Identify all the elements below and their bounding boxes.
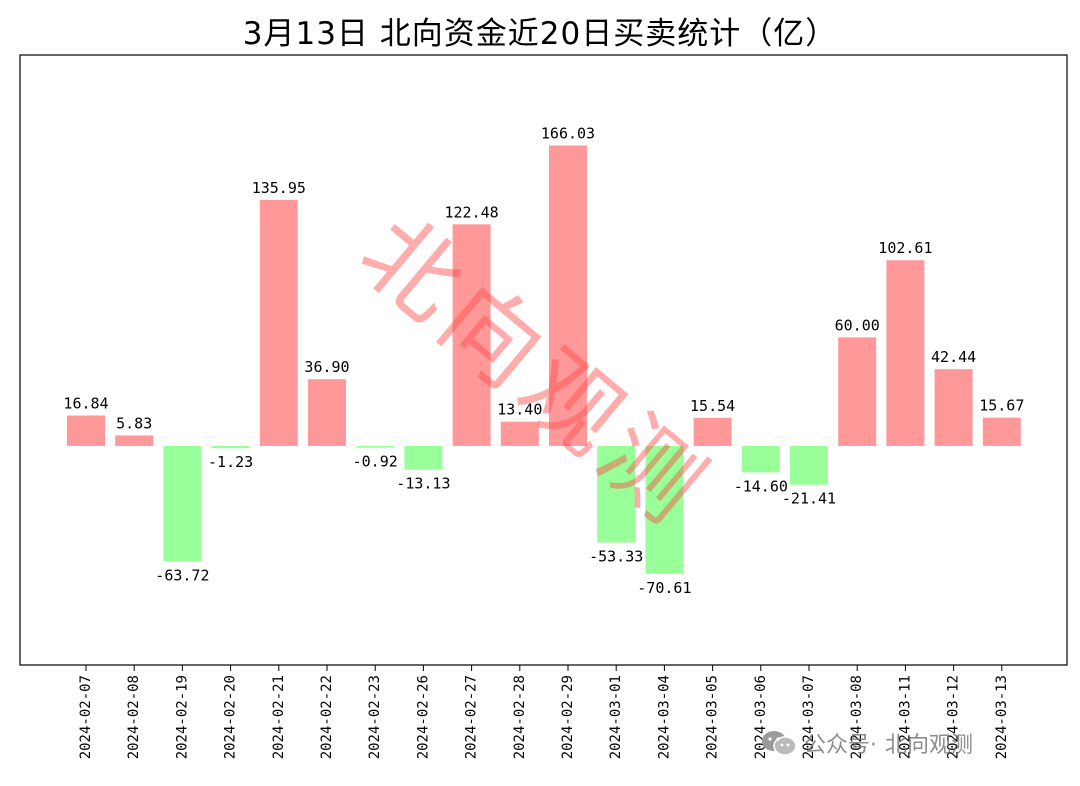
x-tick-label-2024-02-27: 2024-02-27 bbox=[464, 675, 480, 759]
footer-name: 北向观测 bbox=[885, 733, 974, 758]
bar-2024-02-27 bbox=[452, 224, 491, 446]
wechat-icon bbox=[762, 731, 797, 756]
value-label-2024-02-28: 13.40 bbox=[497, 401, 542, 419]
chart-title: 3月13日 北向资金近20日买卖统计（亿） bbox=[242, 16, 838, 52]
x-tick-label-2024-03-08: 2024-03-08 bbox=[849, 675, 865, 759]
value-label-2024-02-27: 122.48 bbox=[445, 203, 499, 221]
bar-2024-03-05 bbox=[693, 417, 732, 446]
x-tick-label-2024-02-22: 2024-02-22 bbox=[319, 675, 335, 759]
value-label-2024-03-01: -53.33 bbox=[589, 548, 643, 566]
bar-2024-02-23 bbox=[356, 445, 395, 448]
plot-frame bbox=[19, 54, 1068, 666]
bar-2024-03-04 bbox=[645, 445, 684, 574]
x-axis-tick-labels: 2024-02-07 2024-02-08 2024-02-19 2024-02-20… bbox=[78, 675, 1010, 759]
x-tick-label-2024-03-07: 2024-03-07 bbox=[801, 675, 817, 759]
x-tick-label-2024-02-29: 2024-02-29 bbox=[560, 675, 576, 759]
x-axis-ticks bbox=[85, 665, 1003, 671]
x-tick-label-2024-02-20: 2024-02-20 bbox=[223, 675, 239, 759]
bar-2024-03-07 bbox=[790, 445, 828, 485]
footer-prefix: 公众号· bbox=[804, 733, 877, 758]
bar-2024-02-21 bbox=[259, 199, 298, 446]
value-label-2024-03-05: 15.54 bbox=[690, 397, 735, 415]
value-labels-layer: 16.84 5.83 -63.72 -1.23 135.95 36.90 -0.92 -13.… bbox=[63, 124, 1024, 596]
value-label-2024-02-26: -13.13 bbox=[396, 475, 450, 493]
bar-2024-02-29 bbox=[549, 145, 587, 446]
bar-2024-02-28 bbox=[500, 421, 539, 446]
value-label-2024-02-08: 5.83 bbox=[116, 414, 152, 432]
bar-2024-02-22 bbox=[308, 379, 346, 446]
bar-2024-02-08 bbox=[115, 435, 154, 446]
value-label-2024-03-12: 42.44 bbox=[931, 348, 976, 366]
bar-2024-02-26 bbox=[404, 445, 443, 470]
value-label-2024-02-19: -63.72 bbox=[155, 566, 209, 584]
x-tick-label-2024-03-04: 2024-03-04 bbox=[656, 675, 672, 759]
bar-2024-03-06 bbox=[741, 445, 780, 473]
x-tick-label-2024-02-07: 2024-02-07 bbox=[78, 675, 94, 759]
bar-2024-03-01 bbox=[597, 445, 636, 543]
value-label-2024-02-21: 135.95 bbox=[252, 179, 306, 197]
value-label-2024-03-11: 102.61 bbox=[878, 239, 932, 257]
x-tick-label-2024-02-21: 2024-02-21 bbox=[271, 675, 287, 759]
bar-2024-02-19 bbox=[163, 445, 202, 562]
x-tick-label-2024-02-23: 2024-02-23 bbox=[367, 675, 383, 759]
x-tick-label-2024-02-19: 2024-02-19 bbox=[174, 675, 190, 759]
bar-2024-03-08 bbox=[838, 337, 877, 446]
value-label-2024-03-08: 60.00 bbox=[835, 316, 880, 334]
x-tick-label-2024-02-28: 2024-02-28 bbox=[512, 675, 528, 759]
x-tick-label-2024-02-08: 2024-02-08 bbox=[126, 675, 142, 759]
x-tick-label-2024-03-12: 2024-03-12 bbox=[946, 675, 962, 759]
bar-2024-02-20 bbox=[211, 445, 250, 449]
bar-2024-03-12 bbox=[934, 369, 973, 446]
value-label-2024-03-07: -21.41 bbox=[782, 490, 836, 508]
value-label-2024-02-07: 16.84 bbox=[63, 394, 108, 412]
value-label-2024-03-04: -70.61 bbox=[637, 579, 691, 597]
value-label-2024-02-29: 166.03 bbox=[541, 124, 595, 142]
x-tick-label-2024-03-11: 2024-03-11 bbox=[897, 675, 913, 759]
x-tick-label-2024-03-13: 2024-03-13 bbox=[994, 675, 1010, 759]
bar-2024-03-13 bbox=[982, 417, 1021, 446]
value-label-2024-02-23: -0.92 bbox=[353, 453, 398, 471]
x-tick-label-2024-03-05: 2024-03-05 bbox=[705, 675, 721, 759]
footer-credit: 公众号· 北向观测 bbox=[760, 728, 981, 758]
bar-2024-02-07 bbox=[67, 415, 105, 446]
value-label-2024-03-13: 15.67 bbox=[979, 397, 1024, 415]
value-label-2024-03-06: -14.60 bbox=[734, 477, 788, 495]
x-tick-label-2024-03-01: 2024-03-01 bbox=[608, 675, 624, 759]
x-tick-label-2024-02-26: 2024-02-26 bbox=[415, 675, 431, 759]
bars-layer bbox=[67, 145, 1021, 574]
value-label-2024-02-20: -1.23 bbox=[208, 453, 253, 471]
value-label-2024-02-22: 36.90 bbox=[304, 358, 349, 376]
bar-2024-03-11 bbox=[886, 260, 925, 446]
